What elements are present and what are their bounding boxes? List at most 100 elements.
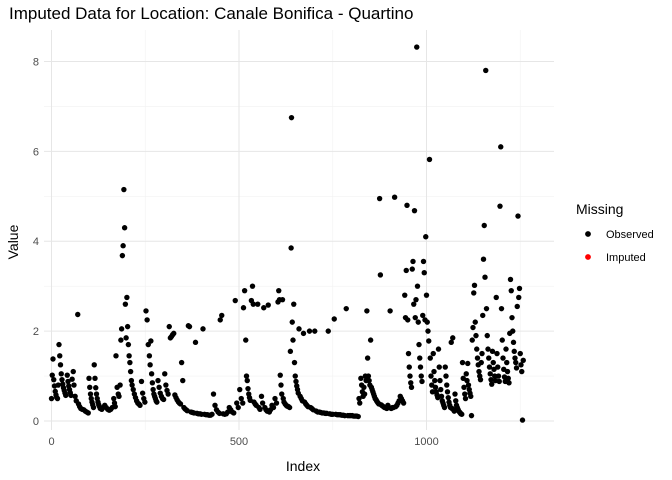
data-point-observed [112, 403, 118, 410]
data-point-observed [245, 385, 251, 392]
data-point-observed [50, 356, 56, 362]
data-point-observed [487, 371, 493, 377]
data-point-observed [149, 380, 156, 386]
data-point-observed [93, 385, 99, 391]
data-point-observed [406, 364, 412, 370]
data-point-observed [289, 319, 295, 325]
data-point-observed [51, 376, 57, 383]
data-point-observed [508, 287, 514, 294]
data-point-observed [367, 337, 374, 343]
legend-label-imputed: Imputed [606, 252, 646, 264]
data-point-observed [410, 258, 416, 265]
data-point-observed [481, 222, 487, 229]
data-point-observed [494, 350, 500, 357]
data-point-observed [118, 326, 125, 332]
data-point-observed [232, 297, 238, 304]
data-point-observed [513, 359, 519, 366]
data-point-observed [420, 312, 426, 319]
data-point-observed [155, 377, 161, 384]
data-point-observed [163, 382, 169, 388]
data-point-observed [423, 234, 429, 240]
data-point-observed [405, 317, 411, 323]
data-point-observed [300, 330, 307, 337]
data-point-observed [273, 400, 280, 406]
data-point-observed [86, 375, 92, 382]
data-point-observed [116, 393, 122, 399]
data-point-observed [479, 350, 485, 357]
data-point-observed [437, 377, 443, 384]
data-point-observed [405, 350, 412, 357]
data-point-observed [415, 319, 421, 325]
data-point-observed [465, 360, 471, 367]
data-point-observed [255, 301, 261, 307]
data-point-observed [480, 312, 486, 319]
data-point-observed [432, 384, 439, 391]
data-point-observed [200, 326, 206, 332]
data-point-observed [217, 317, 223, 323]
data-point-observed [443, 373, 449, 379]
data-point-observed [495, 364, 501, 370]
data-point-observed [119, 252, 126, 259]
data-point-observed [250, 301, 256, 307]
data-point-observed [210, 391, 217, 397]
data-point-observed [144, 317, 150, 323]
data-point-observed [426, 156, 433, 163]
data-point-observed [69, 376, 75, 382]
data-point-observed [143, 308, 149, 314]
data-point-observed [435, 346, 442, 352]
data-point-observed [365, 373, 372, 379]
data-point-observed [186, 323, 193, 330]
data-point-observed [459, 411, 465, 417]
x-axis-ticks: 0 500 1000 [48, 436, 438, 448]
data-point-observed [63, 392, 69, 399]
data-point-observed [117, 382, 123, 388]
data-point-observed [364, 355, 371, 361]
data-point-observed [476, 368, 482, 375]
data-point-observed [219, 312, 225, 319]
data-point-observed [459, 359, 466, 366]
data-point-observed [249, 283, 256, 289]
data-point-observed [477, 376, 484, 383]
data-point-observed [498, 305, 505, 312]
data-point-observed [177, 401, 184, 407]
data-point-observed [265, 302, 271, 308]
data-point-observed [240, 305, 247, 311]
data-point-observed [59, 376, 65, 383]
data-point-observed [278, 382, 284, 388]
data-point-observed [293, 378, 299, 385]
data-point-observed [64, 372, 70, 378]
data-point-observed [497, 203, 503, 209]
data-point-observed [234, 400, 240, 406]
data-point-observed [403, 267, 409, 274]
data-point-observed [505, 375, 511, 382]
data-point-observed [482, 274, 488, 280]
data-point-observed [243, 373, 250, 379]
data-point-observed [49, 372, 55, 378]
data-point-observed [235, 404, 241, 411]
data-point-observed [520, 357, 526, 364]
data-point-observed [510, 328, 516, 334]
data-point-observed [507, 276, 514, 283]
y-tick-label: 8 [33, 56, 39, 68]
data-point-observed [343, 305, 349, 312]
data-point-observed [377, 272, 384, 278]
data-point-observed [417, 364, 424, 370]
data-point-observed [361, 384, 367, 391]
x-tick-label: 0 [48, 436, 54, 448]
data-point-observed [510, 339, 517, 346]
data-point-observed [425, 328, 431, 334]
data-point-observed [503, 346, 509, 352]
data-point-observed [518, 362, 524, 368]
data-point-observed [485, 346, 491, 352]
data-point-observed [444, 389, 451, 395]
data-point-observed [147, 362, 153, 368]
data-point-observed [438, 393, 445, 399]
x-tick-label: 1000 [414, 436, 438, 448]
data-point-observed [148, 338, 154, 344]
data-point-observed [453, 398, 459, 404]
data-point-observed [162, 371, 168, 377]
data-point-observed [412, 314, 418, 321]
y-tick-label: 0 [33, 416, 39, 428]
data-point-observed [463, 371, 469, 377]
data-point-observed [402, 292, 408, 298]
